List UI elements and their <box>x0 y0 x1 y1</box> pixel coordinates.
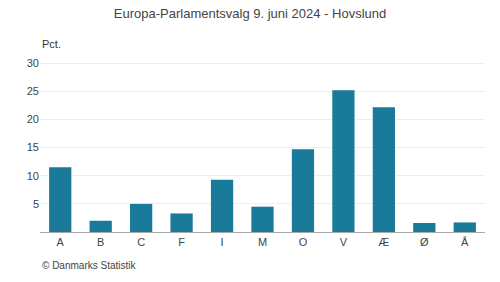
svg-text:© Danmarks Statistik: © Danmarks Statistik <box>42 260 137 271</box>
svg-text:C: C <box>137 236 145 248</box>
svg-text:10: 10 <box>27 170 39 182</box>
svg-text:Pct.: Pct. <box>42 38 61 50</box>
svg-text:20: 20 <box>27 113 39 125</box>
svg-text:F: F <box>178 236 185 248</box>
svg-text:M: M <box>258 236 267 248</box>
svg-text:Europa-Parlamentsvalg 9. juni: Europa-Parlamentsvalg 9. juni 2024 - Hov… <box>114 6 386 21</box>
svg-text:Ø: Ø <box>420 236 429 248</box>
svg-text:Å: Å <box>461 236 469 248</box>
svg-text:V: V <box>340 236 348 248</box>
svg-text:A: A <box>57 236 65 248</box>
svg-text:I: I <box>221 236 224 248</box>
svg-text:O: O <box>299 236 308 248</box>
svg-text:Æ: Æ <box>378 236 389 248</box>
svg-text:5: 5 <box>33 198 39 210</box>
svg-text:15: 15 <box>27 141 39 153</box>
svg-text:B: B <box>97 236 104 248</box>
svg-text:30: 30 <box>27 57 39 69</box>
svg-text:25: 25 <box>27 85 39 97</box>
